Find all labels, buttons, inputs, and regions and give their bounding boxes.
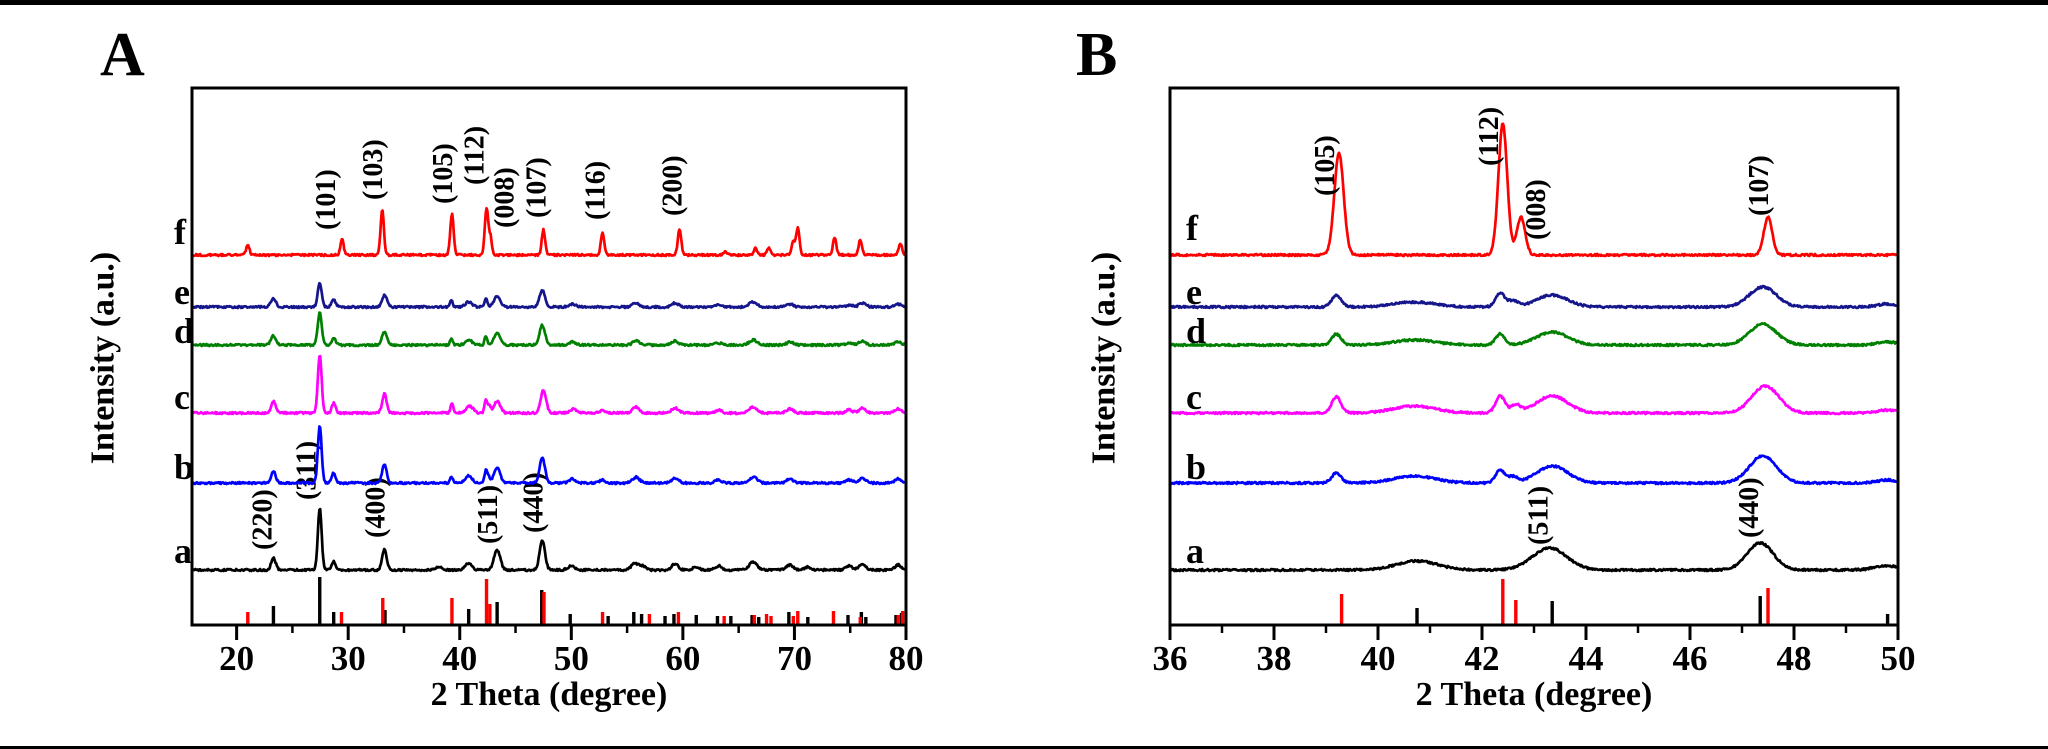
black-reference-pattern: [1415, 596, 1890, 624]
x-tick-label: 46: [1673, 639, 1708, 678]
curve-label-c: c: [174, 377, 190, 417]
curve-c: [192, 354, 906, 416]
peak-label-400: (400): [360, 477, 391, 538]
curve-label-a: a: [174, 531, 192, 571]
curve-label-b: b: [174, 447, 194, 487]
plot-frame: [1168, 86, 1900, 627]
peak-label-112: (112): [1474, 107, 1505, 166]
curve-e: [1169, 284, 1898, 310]
curve-label-a: a: [1186, 531, 1204, 571]
x-tick-label: 80: [889, 639, 924, 678]
peak-label-200: (200): [658, 155, 689, 216]
peak-label-103: (103): [358, 139, 389, 200]
x-tick-label: 70: [777, 639, 812, 678]
peak-label-008: (008): [489, 167, 520, 228]
curve-label-b: b: [1186, 447, 1206, 487]
x-tick-label: 36: [1153, 639, 1188, 678]
panel-a-x-axis-title: 2 Theta (degree): [430, 676, 668, 713]
curve-a: [1169, 541, 1898, 573]
x-tick-label: 50: [554, 639, 589, 678]
curve-label-d: d: [174, 311, 194, 351]
x-tick-label: 50: [1881, 639, 1916, 678]
curve-c: [1170, 384, 1898, 416]
top-border: [0, 0, 2048, 5]
panel-b-x-axis-title: 2 Theta (degree): [1415, 676, 1653, 713]
peak-label-220: (220): [247, 489, 278, 550]
curve-label-f: f: [1186, 208, 1199, 248]
curve-f: [192, 206, 906, 258]
x-tick-label: 48: [1777, 639, 1812, 678]
peak-label-440: (440): [1734, 477, 1765, 538]
peak-label-511: (511): [1524, 486, 1555, 545]
curve-e: [192, 281, 906, 310]
peak-label-116: (116): [581, 161, 612, 220]
curve-f: [1169, 122, 1898, 258]
x-tick-label: 44: [1569, 639, 1604, 678]
peak-label-107: (107): [521, 157, 552, 218]
x-tick-label: 42: [1465, 639, 1500, 678]
curve-label-f: f: [174, 212, 187, 252]
curve-label-d: d: [1186, 311, 1206, 351]
peak-label-105: (105): [1310, 135, 1341, 196]
x-tick-label: 40: [442, 639, 477, 678]
red-reference-pattern: [1339, 579, 1770, 624]
curve-a: [191, 507, 906, 573]
panel-b-label: B: [1076, 21, 1118, 89]
x-tick-label: 60: [665, 639, 700, 678]
panel-a-label: A: [100, 21, 145, 89]
peak-label-112: (112): [460, 126, 491, 185]
black-reference-pattern: [271, 577, 904, 624]
x-tick-label: 38: [1257, 639, 1292, 678]
curve-label-e: e: [1186, 272, 1202, 312]
bottom-border: [0, 746, 2048, 749]
curve-d: [1170, 321, 1898, 348]
x-tick-label: 30: [331, 639, 366, 678]
x-tick-label: 20: [219, 639, 254, 678]
curve-d: [192, 311, 907, 348]
red-reference-pattern: [246, 579, 905, 624]
plot-frame: [190, 86, 908, 627]
curve-b: [1169, 454, 1898, 486]
peak-label-101: (101): [311, 169, 342, 230]
peak-label-105: (105): [428, 143, 459, 204]
x-tick-label: 40: [1361, 639, 1396, 678]
curve-label-e: e: [174, 272, 190, 312]
curve-label-c: c: [1186, 377, 1202, 417]
peak-label-511: (511): [473, 485, 504, 544]
curve-b: [191, 425, 906, 486]
peak-label-107: (107): [1744, 155, 1775, 216]
peak-label-008: (008): [1521, 179, 1552, 240]
